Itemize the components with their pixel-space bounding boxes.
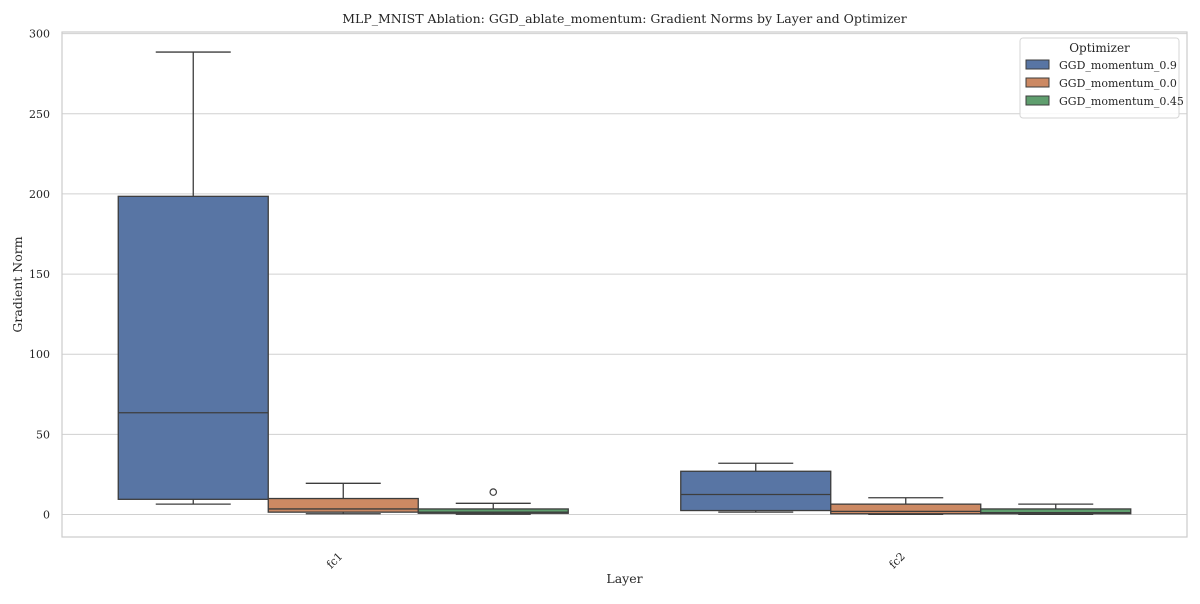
legend-swatch: [1025, 77, 1050, 88]
box: [680, 470, 832, 512]
y-tick-label: 100: [29, 348, 50, 361]
legend-label: GGD_momentum_0.9: [1059, 59, 1177, 72]
y-tick-label: 0: [43, 509, 50, 522]
legend-label: GGD_momentum_0.0: [1059, 77, 1177, 90]
x-tick-label: fc2: [886, 550, 907, 571]
legend-label: GGD_momentum_0.45: [1059, 95, 1184, 108]
box: [417, 508, 569, 514]
box: [117, 195, 269, 500]
box: [267, 497, 419, 513]
y-axis-label: Gradient Norm: [10, 236, 25, 332]
x-tick-label: fc1: [324, 550, 345, 571]
legend-title: Optimizer: [1069, 41, 1130, 55]
y-tick-label: 300: [29, 28, 50, 41]
outlier-point: [489, 488, 498, 496]
legend-swatch: [1025, 59, 1050, 70]
y-tick-label: 50: [36, 428, 50, 441]
box: [830, 503, 982, 515]
x-axis-label: Layer: [606, 571, 642, 586]
y-tick-label: 150: [29, 268, 50, 281]
legend-swatch: [1025, 95, 1050, 106]
box: [980, 508, 1132, 515]
legend-frame: [1019, 37, 1180, 119]
plot-frame: [61, 31, 1188, 538]
y-tick-label: 200: [29, 188, 50, 201]
y-tick-label: 250: [29, 108, 50, 121]
chart-title: MLP_MNIST Ablation: GGD_ablate_momentum:…: [342, 11, 906, 26]
